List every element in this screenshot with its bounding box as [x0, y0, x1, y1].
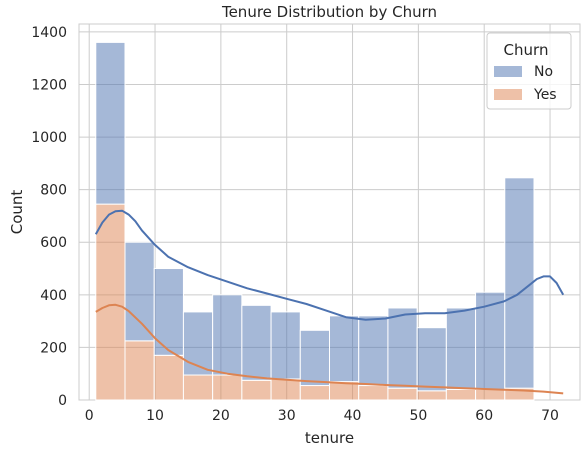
bar-yes: [416, 390, 447, 401]
bar-yes: [95, 203, 126, 401]
y-tick-label: 400: [40, 288, 67, 304]
legend-swatch-no: [494, 66, 522, 77]
y-tick-label: 1000: [31, 130, 67, 146]
y-tick-label: 1200: [31, 77, 67, 93]
x-tick-label: 30: [278, 408, 296, 424]
x-tick-label: 20: [212, 408, 230, 424]
bar-no: [329, 315, 360, 383]
bars: [95, 41, 535, 401]
legend-swatch-yes: [494, 89, 522, 100]
bar-yes: [212, 374, 243, 401]
bar-yes: [299, 385, 331, 401]
x-tick-label: 70: [541, 408, 559, 424]
bar-no: [358, 315, 389, 387]
bar-yes: [153, 354, 184, 401]
legend-label-no: No: [534, 64, 553, 80]
x-axis-label: tenure: [305, 429, 354, 447]
legend: Churn No Yes: [486, 32, 572, 110]
bar-no: [299, 329, 331, 387]
y-axis-label: Count: [8, 190, 26, 235]
y-tick-label: 1400: [31, 25, 67, 41]
bar-yes: [387, 387, 418, 401]
bar-no: [124, 241, 155, 342]
bar-no: [270, 311, 301, 380]
bar-no: [241, 304, 272, 381]
y-tick-labels: 0 200 400 600 800 1000 1200 1400: [31, 25, 67, 409]
bar-yes: [270, 378, 301, 401]
y-tick-label: 200: [40, 340, 67, 356]
x-tick-label: 40: [344, 408, 362, 424]
legend-label-yes: Yes: [533, 87, 557, 103]
bar-yes: [182, 374, 214, 401]
bar-yes: [124, 340, 155, 401]
legend-title: Churn: [504, 41, 549, 59]
bar-yes: [475, 388, 506, 401]
x-tick-label: 60: [475, 408, 493, 424]
x-tick-label: 50: [409, 408, 427, 424]
bar-yes: [445, 388, 477, 401]
x-tick-label: 0: [85, 408, 94, 424]
kde-line-yes: [95, 303, 564, 395]
y-tick-label: 800: [40, 183, 67, 199]
y-tick-label: 0: [58, 393, 67, 409]
bar-no: [182, 311, 214, 376]
x-tick-labels: 0 10 20 30 40 50 60 70: [85, 408, 559, 424]
kde-lines: [94, 209, 565, 395]
bar-no: [95, 41, 126, 205]
chart-title: Tenure Distribution by Churn: [221, 3, 437, 21]
y-tick-label: 600: [40, 235, 67, 251]
x-tick-label: 10: [146, 408, 164, 424]
bar-yes: [241, 379, 272, 401]
bar-yes: [358, 385, 389, 401]
kde-line-no: [94, 209, 565, 321]
bar-no: [212, 294, 243, 376]
bar-no: [445, 307, 477, 390]
bar-no: [416, 327, 447, 392]
bar-no: [387, 307, 418, 389]
bar-no: [504, 177, 535, 389]
